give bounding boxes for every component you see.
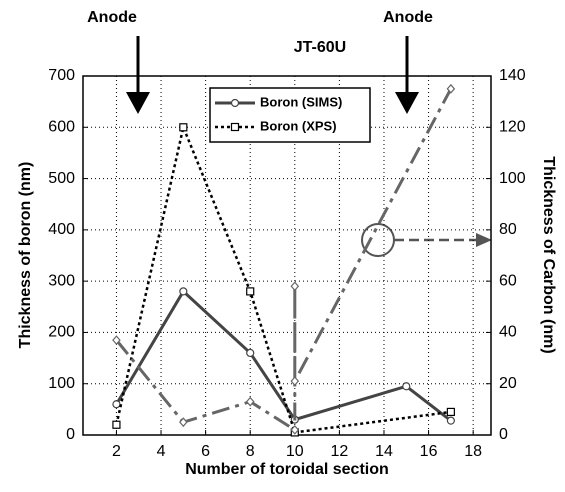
marker (245, 396, 255, 407)
x-tick-label: 4 (157, 443, 166, 460)
y2-tick-label: 40 (499, 324, 517, 341)
y-tick-label: 0 (66, 426, 75, 443)
marker (446, 83, 456, 94)
y-tick-label: 200 (48, 324, 75, 341)
marker (246, 287, 255, 296)
carbon-pointer (361, 223, 492, 257)
y2-tick-label: 120 (499, 119, 526, 136)
x-tick-label: 8 (246, 443, 255, 460)
marker (179, 287, 188, 296)
marker (446, 407, 455, 417)
x-tick-label: 16 (420, 443, 438, 460)
y2-tick-label: 140 (499, 67, 526, 84)
x-tick-label: 18 (464, 443, 482, 460)
y-tick-label: 400 (48, 221, 75, 238)
y-tick-label: 300 (48, 272, 75, 289)
marker (179, 123, 188, 132)
x-tick-label: 12 (330, 443, 348, 460)
series-line (115, 289, 452, 422)
marker (290, 281, 300, 292)
chart-title: JT-60U (294, 39, 346, 56)
legend-marker (230, 98, 240, 108)
y2-tick-label: 60 (499, 272, 517, 289)
legend-label: Boron (SIMS) (260, 94, 342, 109)
x-tick-label: 2 (112, 443, 121, 460)
annotation: Anode (383, 9, 433, 26)
marker (246, 348, 255, 358)
marker (112, 420, 121, 429)
y2-tick-label: 20 (499, 375, 517, 392)
y2-axis-label: Thickness of Carbon (nm) (540, 156, 557, 353)
x-tick-label: 10 (286, 443, 304, 460)
x-axis-label: Number of toroidal section (185, 461, 389, 478)
marker (402, 382, 411, 391)
y-tick-label: 700 (48, 67, 75, 84)
annotation: Anode (87, 9, 137, 26)
y-tick-label: 500 (48, 170, 75, 187)
legend-marker (230, 122, 240, 132)
legend-label: Boron (XPS) (260, 118, 337, 133)
y-tick-label: 100 (48, 375, 75, 392)
x-tick-label: 14 (375, 443, 393, 460)
marker (290, 424, 300, 435)
y-axis-label: Thickness of boron (nm) (17, 162, 34, 349)
marker (112, 335, 121, 346)
x-tick-label: 6 (201, 443, 210, 460)
y-tick-label: 600 (48, 119, 75, 136)
plot-frame (82, 75, 492, 436)
y2-tick-label: 100 (499, 170, 526, 187)
marker (290, 376, 300, 387)
legend-box (209, 87, 371, 143)
y2-tick-label: 80 (499, 221, 517, 238)
marker (446, 416, 455, 425)
y2-tick-label: 0 (499, 426, 508, 443)
arrow (126, 36, 419, 114)
marker (179, 417, 188, 428)
marker (112, 400, 121, 409)
